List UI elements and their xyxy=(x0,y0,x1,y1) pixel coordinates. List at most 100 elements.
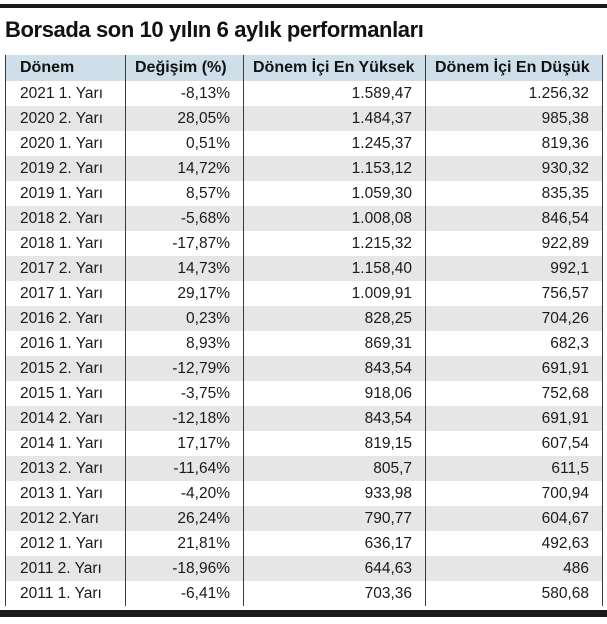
table-cell: 0,51% xyxy=(125,131,244,156)
table-cell: 14,73% xyxy=(125,256,244,281)
table-cell: -12,79% xyxy=(125,356,244,381)
table-cell: 28,05% xyxy=(125,106,244,131)
table-cell: -5,68% xyxy=(125,206,244,231)
table-cell: 26,24% xyxy=(125,506,244,531)
table-cell: 2019 2. Yarı xyxy=(20,159,104,177)
table-cell: 644,63 xyxy=(243,556,426,581)
table-cell: 922,89 xyxy=(425,231,603,256)
table-cell: 691,91 xyxy=(425,356,603,381)
table-cell: 703,36 xyxy=(243,581,426,606)
table-cell: 29,17% xyxy=(125,281,244,306)
page-title: Borsada son 10 yılın 6 aylık performanla… xyxy=(5,17,424,42)
table-cell: -3,75% xyxy=(125,381,244,406)
table-cell: 819,15 xyxy=(243,431,426,456)
table-cell: 2011 1. Yarı xyxy=(20,584,102,602)
table-cell: 843,54 xyxy=(243,406,426,431)
table-cell: 611,5 xyxy=(425,456,603,481)
table-cell: 2013 2. Yarı xyxy=(20,459,104,477)
column-header-1: Değişim (%) xyxy=(125,55,244,81)
table-cell: 756,57 xyxy=(425,281,603,306)
table-cell: 869,31 xyxy=(243,331,426,356)
table-row: 2017 2. Yarı 14,73% 1.158,40 992,1 xyxy=(5,256,603,281)
table-row: 2020 2. Yarı 28,05% 1.484,37 985,38 xyxy=(5,106,603,131)
table-cell: 2015 1. Yarı xyxy=(20,384,104,402)
table-cell: -18,96% xyxy=(125,556,244,581)
table-cell: 700,94 xyxy=(425,481,603,506)
table-cell: 21,81% xyxy=(125,531,244,556)
table-row: 2017 1. Yarı 29,17% 1.009,91 756,57 xyxy=(6,281,603,306)
table-row: 2013 2. Yarı -11,64% 805,7 611,5 xyxy=(5,456,603,481)
table-cell: 1.215,32 xyxy=(243,231,426,256)
table-cell: -8,13% xyxy=(125,81,244,106)
table-cell: 2020 2. Yarı xyxy=(20,109,104,127)
table-cell: 790,77 xyxy=(243,506,426,531)
table-row: 2016 1. Yarı 8,93% 869,31 682,3 xyxy=(6,331,603,356)
table-row: 2018 2. Yarı -5,68% 1.008,08 846,54 xyxy=(5,206,603,231)
table-cell: 2012 1. Yarı xyxy=(20,534,104,552)
table-cell: 1.153,12 xyxy=(243,156,426,181)
column-header-3: Dönem İçi En Düşük xyxy=(425,55,603,81)
table-cell: 2018 1. Yarı xyxy=(20,234,104,252)
table-row: 2011 2. Yarı -18,96% 644,63 486 xyxy=(5,556,603,581)
table-cell: 704,26 xyxy=(425,306,603,331)
table-cell: 752,68 xyxy=(425,381,603,406)
table-row: 2018 1. Yarı -17,87% 1.215,32 922,89 xyxy=(6,231,603,256)
table-cell: 1.245,37 xyxy=(243,131,426,156)
table-cell: -6,41% xyxy=(125,581,244,606)
table-cell: 580,68 xyxy=(425,581,603,606)
table-cell: 17,17% xyxy=(125,431,244,456)
table-cell: 2014 1. Yarı xyxy=(20,434,104,452)
table-cell: 607,54 xyxy=(425,431,603,456)
table-cell: 604,67 xyxy=(425,506,603,531)
table-cell: -17,87% xyxy=(125,231,244,256)
table-cell: 1.484,37 xyxy=(243,106,426,131)
table-cell: 835,35 xyxy=(425,181,603,206)
table-header-row: Dönem Değişim (%) Dönem İçi En Yüksek Dönem… xyxy=(5,55,603,81)
table-row: 2013 1. Yarı -4,20% 933,98 700,94 xyxy=(6,481,603,506)
table-cell: 636,17 xyxy=(243,531,426,556)
table-cell: 1.009,91 xyxy=(243,281,426,306)
table-row: 2020 1. Yarı 0,51% 1.245,37 819,36 xyxy=(6,131,603,156)
table-row: 2012 1. Yarı 21,81% 636,17 492,63 xyxy=(6,531,603,556)
table-cell: 2013 1. Yarı xyxy=(20,484,104,502)
table-row: 2012 2.Yarı 26,24% 790,77 604,67 xyxy=(5,506,603,531)
table-cell: 2017 1. Yarı xyxy=(20,284,104,302)
table-cell: 2018 2. Yarı xyxy=(20,209,104,227)
table-cell: 2011 2. Yarı xyxy=(20,559,102,577)
top-rule xyxy=(0,4,607,8)
table-cell: 1.158,40 xyxy=(243,256,426,281)
table-cell: 0,23% xyxy=(125,306,244,331)
table-cell: 2016 2. Yarı xyxy=(20,309,104,327)
table-cell: 2012 2.Yarı xyxy=(20,509,99,527)
table-cell: 846,54 xyxy=(425,206,603,231)
column-header-2: Dönem İçi En Yüksek xyxy=(243,55,426,81)
table-row: 2011 1. Yarı -6,41% 703,36 580,68 xyxy=(6,581,603,606)
table-row: 2019 1. Yarı 8,57% 1.059,30 835,35 xyxy=(6,181,603,206)
table-cell: 8,57% xyxy=(125,181,244,206)
table-body: 2021 1. Yarı -8,13% 1.589,47 1.256,32 2020 2… xyxy=(5,81,603,606)
table-cell: 492,63 xyxy=(425,531,603,556)
table-cell: 2020 1. Yarı xyxy=(20,134,104,152)
table-cell: 930,32 xyxy=(425,156,603,181)
performance-table: Dönem Değişim (%) Dönem İçi En Yüksek Dönem… xyxy=(5,55,603,606)
table-cell: 918,06 xyxy=(243,381,426,406)
table-cell: 2016 1. Yarı xyxy=(20,334,104,352)
table-row: 2021 1. Yarı -8,13% 1.589,47 1.256,32 xyxy=(6,81,603,106)
table-cell: 2019 1. Yarı xyxy=(20,184,104,202)
table-cell: 691,91 xyxy=(425,406,603,431)
table-cell: 843,54 xyxy=(243,356,426,381)
table-cell: 819,36 xyxy=(425,131,603,156)
table-cell: 1.008,08 xyxy=(243,206,426,231)
table-cell: -12,18% xyxy=(125,406,244,431)
table-cell: -4,20% xyxy=(125,481,244,506)
table-cell: 828,25 xyxy=(243,306,426,331)
table-cell: 805,7 xyxy=(243,456,426,481)
table-row: 2014 2. Yarı -12,18% 843,54 691,91 xyxy=(5,406,603,431)
table-cell: 933,98 xyxy=(243,481,426,506)
table-cell: 2017 2. Yarı xyxy=(20,259,104,277)
table-cell: 1.589,47 xyxy=(243,81,426,106)
table-cell: 2015 2. Yarı xyxy=(20,359,104,377)
bottom-rule xyxy=(0,610,607,617)
table-row: 2019 2. Yarı 14,72% 1.153,12 930,32 xyxy=(5,156,603,181)
table-cell: 2021 1. Yarı xyxy=(20,84,104,102)
